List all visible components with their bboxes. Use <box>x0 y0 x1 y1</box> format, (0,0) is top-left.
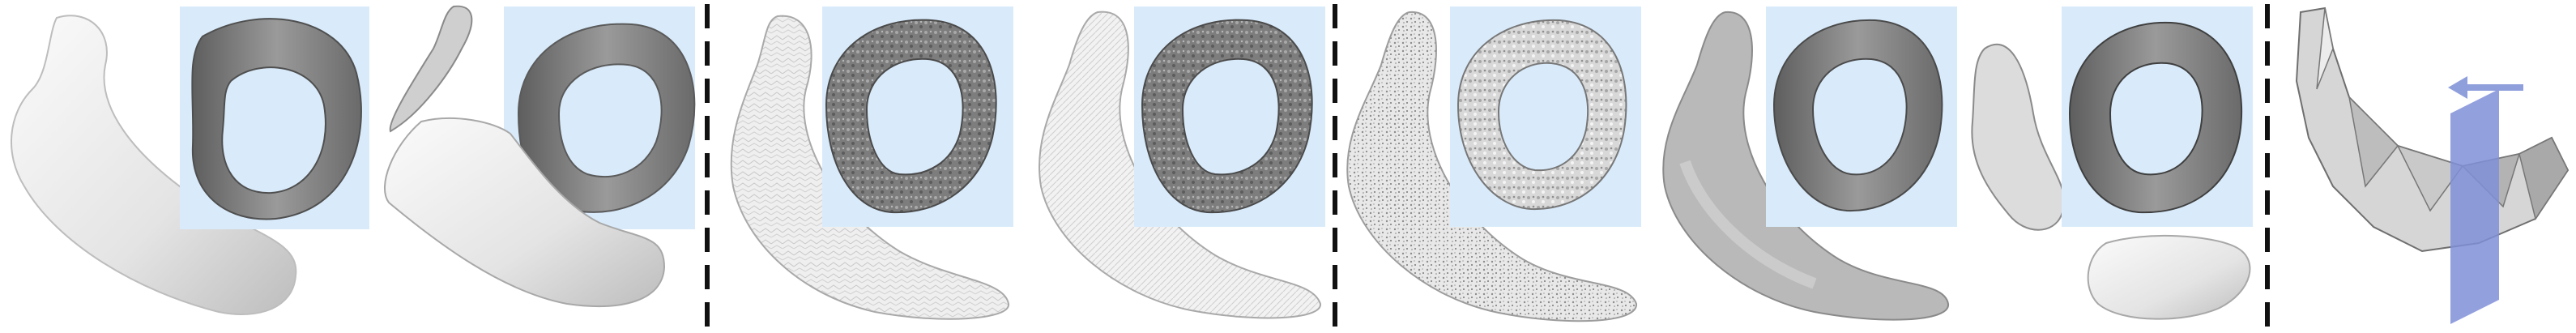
ring-mesh <box>191 18 362 220</box>
ring-mesh <box>1456 19 1627 211</box>
fragment-mesh <box>1971 43 2066 231</box>
banana-mesh <box>730 15 1009 320</box>
panel-2 <box>384 5 696 307</box>
panel-7 <box>1971 6 2253 320</box>
ring-mesh <box>2068 21 2243 214</box>
cutting-plane <box>2450 89 2499 324</box>
banana-mesh <box>1346 11 1638 322</box>
banana-mesh <box>11 15 297 315</box>
ring-mesh <box>1141 19 1313 214</box>
ring-mesh <box>1772 19 1943 212</box>
banana-mesh <box>1039 11 1322 319</box>
panel-6 <box>1662 6 1957 321</box>
banana-mesh <box>2087 234 2251 320</box>
panel-3 <box>730 6 1013 320</box>
banana-mesh <box>384 117 666 307</box>
ring-mesh <box>825 19 997 214</box>
lowpoly-banana <box>2295 6 2570 253</box>
panel-4 <box>1039 6 1325 319</box>
banana-mesh <box>1662 11 1950 321</box>
panel-8 <box>2295 6 2570 324</box>
arrow-left-icon <box>2448 76 2523 99</box>
panel-1 <box>11 6 369 315</box>
panel-5 <box>1346 6 1641 322</box>
stem-fragment <box>389 5 473 133</box>
